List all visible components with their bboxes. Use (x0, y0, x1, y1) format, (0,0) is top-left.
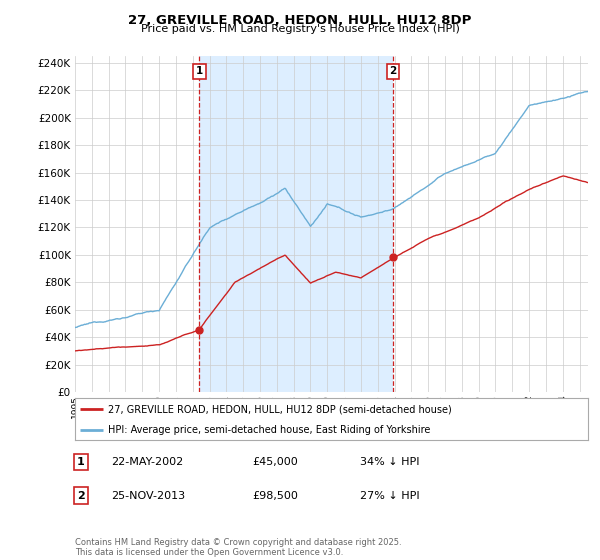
Bar (199, 56, 393, 392)
Text: Price paid vs. HM Land Registry's House Price Index (HPI): Price paid vs. HM Land Registry's House … (140, 24, 460, 34)
Text: HPI: Average price, semi-detached house, East Riding of Yorkshire: HPI: Average price, semi-detached house,… (109, 426, 431, 435)
Text: 2: 2 (77, 491, 85, 501)
Text: 27, GREVILLE ROAD, HEDON, HULL, HU12 8DP (semi-detached house): 27, GREVILLE ROAD, HEDON, HULL, HU12 8DP… (109, 404, 452, 414)
Text: £98,500: £98,500 (252, 491, 298, 501)
Text: 25-NOV-2013: 25-NOV-2013 (111, 491, 185, 501)
Text: 1: 1 (196, 66, 203, 76)
Text: £45,000: £45,000 (252, 457, 298, 467)
Text: 1: 1 (77, 457, 85, 467)
Text: 22-MAY-2002: 22-MAY-2002 (111, 457, 183, 467)
Text: 34% ↓ HPI: 34% ↓ HPI (360, 457, 419, 467)
Text: 27, GREVILLE ROAD, HEDON, HULL, HU12 8DP: 27, GREVILLE ROAD, HEDON, HULL, HU12 8DP (128, 14, 472, 27)
Text: Contains HM Land Registry data © Crown copyright and database right 2025.
This d: Contains HM Land Registry data © Crown c… (75, 538, 401, 557)
Text: 27% ↓ HPI: 27% ↓ HPI (360, 491, 419, 501)
Text: 2: 2 (389, 66, 397, 76)
